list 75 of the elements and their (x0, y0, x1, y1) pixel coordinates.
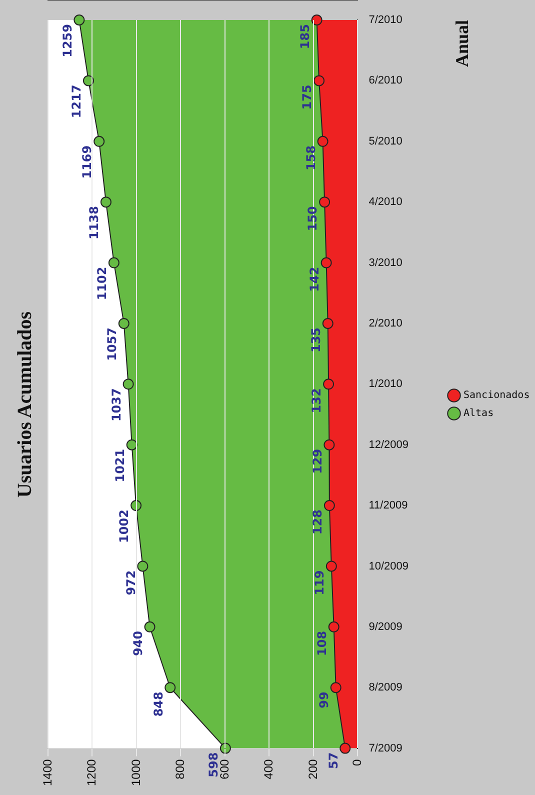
data-label: 1138 (87, 206, 102, 240)
data-label: 142 (307, 266, 322, 292)
data-label: 848 (151, 692, 166, 717)
data-label: 1102 (95, 266, 110, 300)
point (122, 378, 134, 390)
point (108, 257, 120, 268)
data-label: 57 (326, 752, 340, 770)
point (137, 560, 148, 572)
point (94, 136, 105, 147)
data-label: 129 (310, 448, 324, 474)
x-tick-label: 1400 (40, 758, 54, 786)
data-label: 940 (130, 630, 145, 656)
y-tick-label: 3/2010 (368, 256, 402, 269)
data-label: 119 (312, 570, 327, 596)
point (164, 682, 176, 694)
point (323, 378, 334, 390)
data-label: 972 (124, 570, 138, 596)
point (320, 257, 332, 268)
y-tick-label: 5/2010 (368, 135, 402, 148)
data-label: 128 (310, 510, 325, 535)
x-tick-label: 800 (173, 758, 188, 780)
point (340, 742, 351, 754)
y-tick-label: 7/2010 (368, 14, 402, 26)
y-axis-title: Anual (452, 20, 472, 68)
data-label: 1169 (80, 145, 94, 179)
data-label: 132 (310, 388, 324, 414)
x-tick-label: 1000 (128, 758, 143, 786)
data-label: 135 (308, 327, 323, 353)
y-tick-label: 11/2009 (368, 500, 408, 512)
data-label: 1002 (117, 510, 132, 543)
point (130, 500, 142, 512)
data-label: 1037 (109, 388, 124, 422)
data-label: 108 (314, 630, 329, 656)
x-tick-label: 400 (262, 758, 276, 780)
y-tick-label: 7/2009 (368, 742, 402, 754)
point (324, 439, 335, 450)
point (317, 136, 328, 147)
x-tick-label: 0 (350, 758, 364, 766)
data-label: 158 (304, 145, 318, 170)
data-label: 185 (298, 24, 312, 50)
data-label: 1259 (60, 24, 74, 58)
point (322, 318, 334, 329)
point (126, 439, 138, 450)
y-tick-label: 8/2009 (368, 682, 402, 694)
data-label: 1217 (70, 84, 84, 118)
text: Usuarios Acumulados (14, 311, 36, 498)
point (82, 75, 94, 86)
y-tick-label: 2/2010 (368, 317, 402, 330)
data-label: 150 (306, 206, 320, 232)
legend-label: Sancionados (464, 390, 530, 402)
point (326, 560, 337, 572)
y-tick-label: 9/2009 (368, 620, 402, 633)
y-tick-label: 10/2009 (368, 560, 409, 572)
point (144, 621, 156, 632)
y-tick-label: 4/2010 (368, 196, 402, 208)
point (314, 75, 325, 86)
point (118, 318, 130, 329)
data-label: 1021 (112, 448, 127, 482)
point (100, 196, 112, 208)
y-tick-label: 6/2010 (368, 74, 402, 87)
data-label: 99 (316, 692, 331, 708)
point (220, 742, 231, 754)
x-tick-label: 200 (306, 758, 320, 780)
data-label: 175 (300, 84, 314, 110)
x-tick-label: 1200 (84, 758, 99, 786)
point (319, 196, 330, 208)
y-tick-label: 12/2009 (368, 438, 409, 451)
legend-label: Altas (464, 408, 494, 420)
point (74, 14, 85, 26)
point (324, 500, 335, 512)
point (311, 14, 322, 26)
data-label: 1057 (105, 327, 120, 361)
point (328, 621, 340, 632)
y-tick-label: 1/2010 (368, 378, 402, 390)
point (330, 682, 342, 694)
